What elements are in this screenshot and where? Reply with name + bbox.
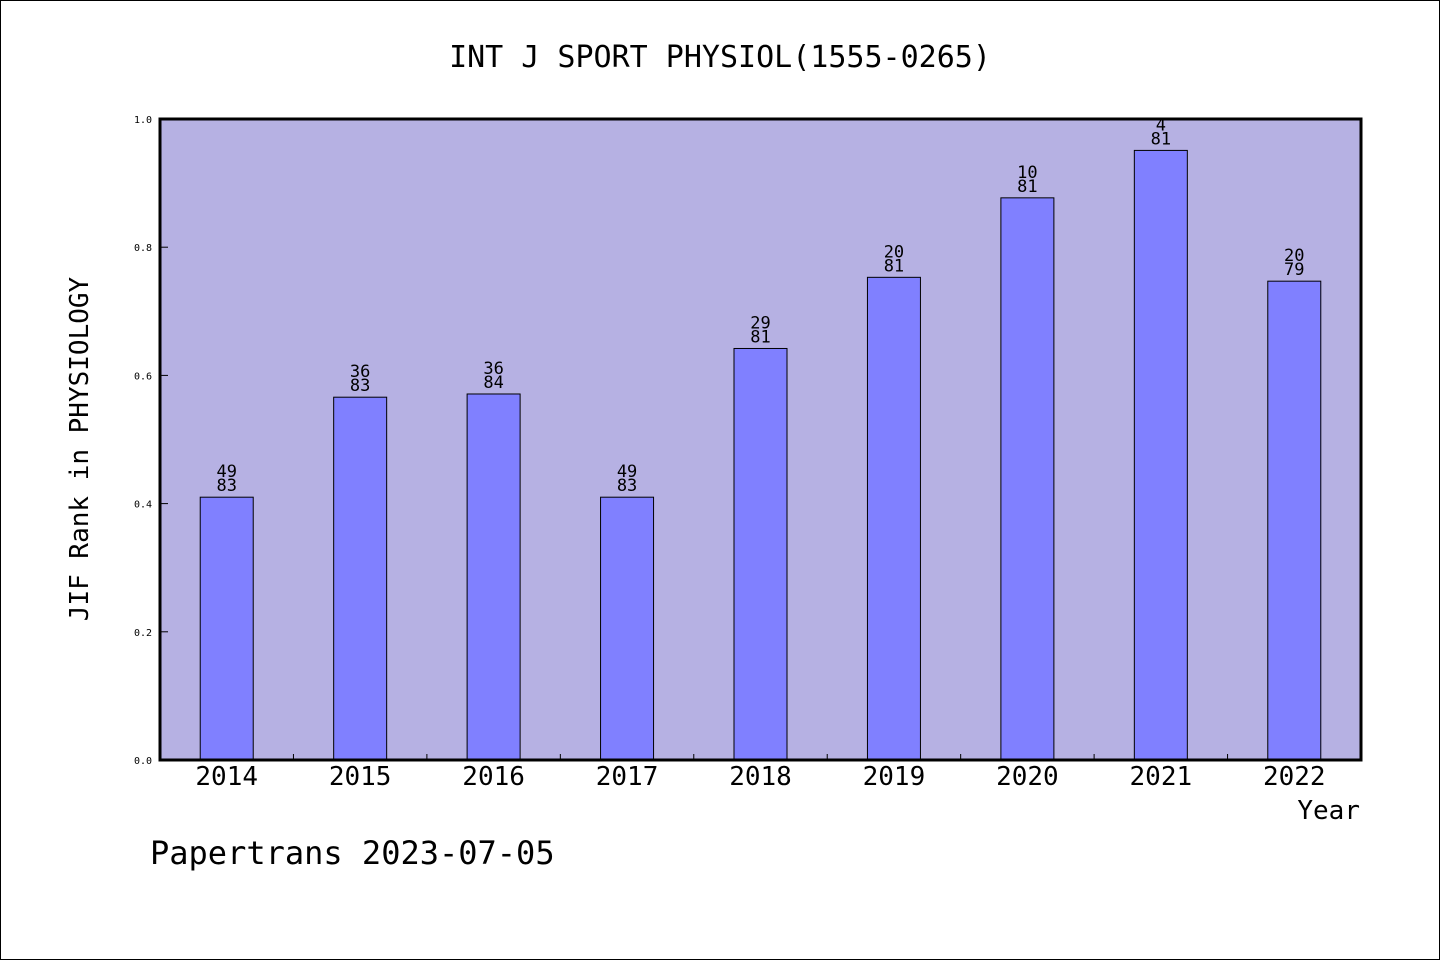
rank-label: 20 <box>1284 246 1304 266</box>
bar-2016 <box>466 393 521 761</box>
y-tick-label: 0.8 <box>134 243 152 254</box>
footer-text: Papertrans 2023-07-05 <box>150 834 555 872</box>
x-tick-label: 2022 <box>1263 762 1326 792</box>
total-label: 81 <box>884 256 904 276</box>
bars <box>199 149 1322 761</box>
y-tick-label: 0.6 <box>134 371 152 382</box>
y-tick-label: 0.4 <box>134 500 152 511</box>
rank-label: 4 <box>1156 115 1166 135</box>
x-tick-label: 2015 <box>329 762 392 792</box>
total-label: 83 <box>617 476 637 496</box>
total-label: 81 <box>1017 177 1037 197</box>
chart-title: INT J SPORT PHYSIOL(1555-0265) <box>449 40 991 75</box>
x-axis-label: Year <box>1297 796 1360 826</box>
plot-border <box>158 117 1363 762</box>
x-tick-label: 2014 <box>195 762 258 792</box>
x-tick-label: 2020 <box>996 762 1059 792</box>
bar-2017 <box>600 496 655 761</box>
rank-label: 49 <box>617 462 637 482</box>
y-tick-label: 0.2 <box>134 628 152 639</box>
rank-label: 36 <box>350 362 370 382</box>
total-label: 79 <box>1284 260 1304 280</box>
bar-2019 <box>866 276 921 761</box>
x-tick-label: 2018 <box>729 762 792 792</box>
x-tick-label: 2017 <box>596 762 659 792</box>
rank-label: 29 <box>750 313 770 333</box>
bar-2015 <box>333 396 388 761</box>
bar-2018 <box>733 347 788 761</box>
x-tick-label: 2021 <box>1130 762 1193 792</box>
bar-2021 <box>1133 149 1188 761</box>
rank-label: 10 <box>1017 163 1037 183</box>
total-label: 81 <box>1151 129 1171 149</box>
bar-2020 <box>1000 197 1055 761</box>
rank-label: 36 <box>483 359 503 379</box>
bar-2014 <box>199 496 254 761</box>
bar-2022 <box>1267 280 1322 761</box>
x-tick-label: 2019 <box>863 762 926 792</box>
y-axis-label: JIF Rank in PHYSIOLOGY <box>65 276 95 621</box>
total-label: 83 <box>216 476 236 496</box>
x-axis: 2014 2015 2016 2017 2018 2019 2020 2021 2022 <box>195 754 1326 792</box>
rank-label: 20 <box>884 242 904 262</box>
x-tick-label: 2016 <box>462 762 525 792</box>
total-label: 84 <box>483 373 503 393</box>
total-label: 81 <box>750 327 770 347</box>
total-label: 83 <box>350 376 370 396</box>
y-tick-label: 0.0 <box>134 756 152 767</box>
y-tick-label: 1.0 <box>134 115 152 126</box>
rank-label: 49 <box>216 462 236 482</box>
